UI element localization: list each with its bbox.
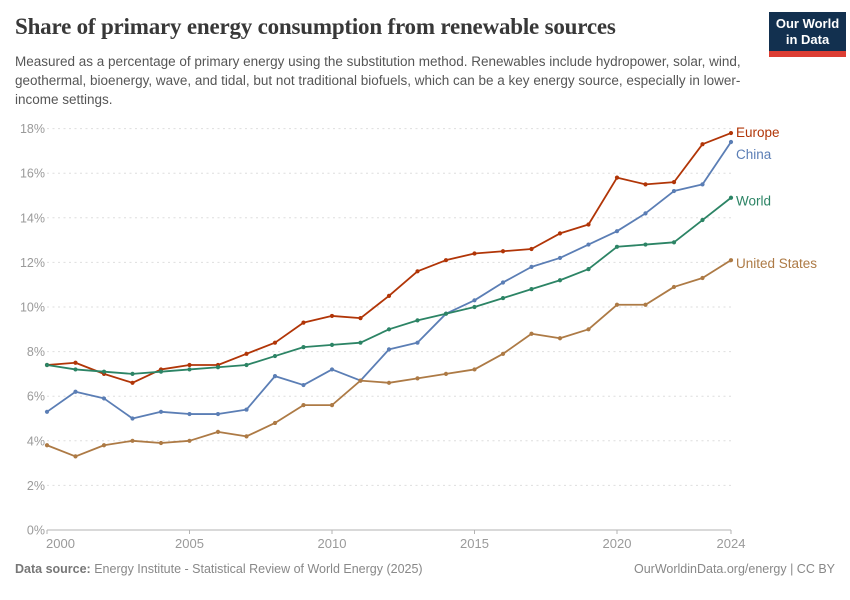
markers-china [44,139,734,421]
y-tick-label-6: 6% [27,390,45,404]
line-united-states[interactable] [46,259,732,458]
y-tick-label-2: 2% [27,479,45,493]
owid-logo-line2: in Data [785,32,830,47]
owid-logo-text: Our World in Data [769,12,846,51]
x-tick-label-2015: 2015 [460,536,489,551]
license-credit[interactable]: OurWorldinData.org/energy | CC BY [633,562,835,576]
chart-subtitle: Measured as a percentage of primary ener… [15,54,741,107]
series-label-united-states[interactable]: United States [736,256,817,271]
y-tick-label-18: 18% [20,122,45,136]
series-label-china[interactable]: China [736,147,772,162]
data-source-value: Energy Institute - Statistical Review of… [90,562,423,576]
owid-logo[interactable]: Our World in Data [769,12,846,57]
y-tick-label-12: 12% [20,256,45,270]
x-tick-label-2020: 2020 [603,536,632,551]
y-tick-label-10: 10% [20,301,45,315]
x-tick-label-2010: 2010 [318,536,347,551]
x-tick-label-2005: 2005 [175,536,204,551]
series-label-europe[interactable]: Europe [736,125,780,140]
owid-logo-line1: Our World [775,16,840,31]
markers-united-states [44,258,734,459]
y-tick-label-16: 16% [20,167,45,181]
x-tick-label-2024: 2024 [717,536,746,551]
y-tick-label-4: 4% [27,434,45,448]
markers-europe [44,130,734,385]
renewables-line-chart[interactable]: 0% 2% 4% 6% 8% 10% 12% 14% 16% 18% 2000 2005 2010 201… [0,112,850,572]
x-tick-label-2000: 2000 [46,536,75,551]
owid-logo-red-stripe [769,51,846,57]
series-label-world[interactable]: World [736,194,771,209]
y-tick-label-14: 14% [20,211,45,225]
data-source-note: Data source: Energy Institute - Statisti… [15,562,423,576]
line-europe[interactable] [46,132,732,384]
line-china[interactable] [46,141,732,420]
y-tick-label-0: 0% [27,524,45,538]
data-source-label: Data source: [15,562,91,576]
markers-world [44,195,734,376]
page-title: Share of primary energy consumption from… [15,14,616,39]
line-chart-area[interactable]: 0% 2% 4% 6% 8% 10% 12% 14% 16% 18% 2000 2005 2010 201… [0,112,850,572]
y-tick-label-8: 8% [27,345,45,359]
